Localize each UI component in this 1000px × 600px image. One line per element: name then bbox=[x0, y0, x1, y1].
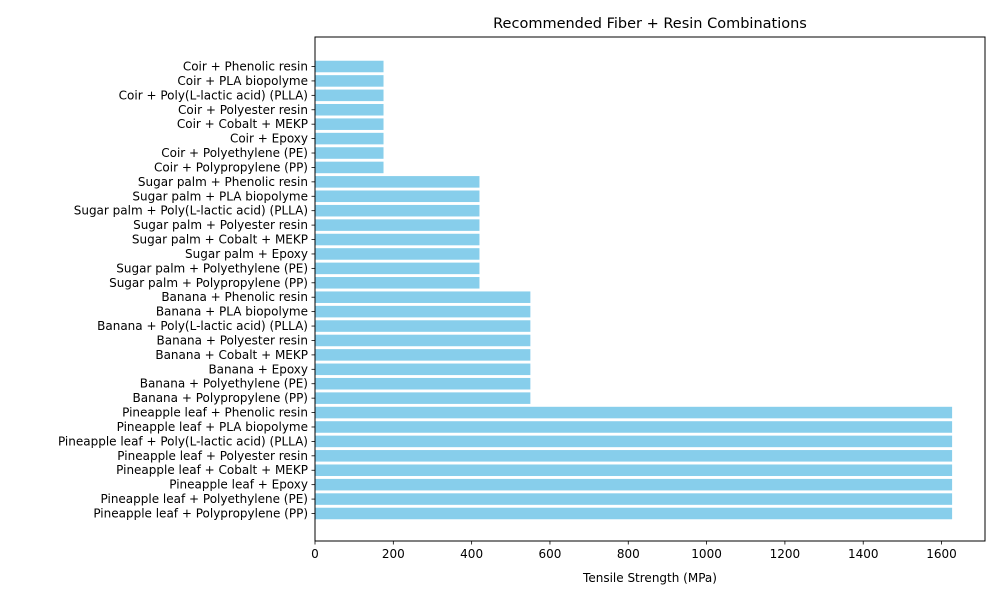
y-tick-label: Sugar palm + PLA biopolyme bbox=[132, 189, 308, 203]
bar bbox=[315, 478, 953, 491]
y-tick-label: Pineapple leaf + Polyethylene (PE) bbox=[101, 492, 308, 506]
bar bbox=[315, 103, 384, 116]
bar bbox=[315, 305, 531, 318]
x-tick-label: 1600 bbox=[926, 547, 957, 561]
y-tick-label: Pineapple leaf + Polyester resin bbox=[117, 449, 308, 463]
y-tick-label: Pineapple leaf + Polypropylene (PP) bbox=[93, 507, 308, 521]
bar bbox=[315, 132, 384, 145]
bars-layer bbox=[315, 60, 953, 520]
y-tick-label: Banana + Polypropylene (PP) bbox=[133, 391, 308, 405]
y-tick-label: Sugar palm + Polypropylene (PP) bbox=[109, 276, 308, 290]
y-tick-label: Banana + Polyethylene (PE) bbox=[140, 377, 308, 391]
bar bbox=[315, 406, 953, 419]
y-tick-label: Sugar palm + Cobalt + MEKP bbox=[132, 233, 308, 247]
x-tick-label: 600 bbox=[538, 547, 561, 561]
plot-frame bbox=[314, 36, 986, 542]
y-tick-label: Sugar palm + Epoxy bbox=[185, 247, 308, 261]
bar bbox=[315, 334, 531, 347]
x-tick-label: 1400 bbox=[848, 547, 879, 561]
bar bbox=[315, 161, 384, 174]
bar bbox=[315, 147, 384, 159]
bar bbox=[315, 262, 480, 275]
y-tick-label: Pineapple leaf + Epoxy bbox=[169, 478, 308, 492]
bar bbox=[315, 349, 531, 361]
bar bbox=[315, 248, 480, 260]
y-tick-label: Coir + PLA biopolyme bbox=[177, 74, 308, 88]
bar bbox=[315, 291, 531, 303]
bar bbox=[315, 320, 531, 332]
bar bbox=[315, 421, 953, 433]
bar bbox=[315, 450, 953, 462]
bar bbox=[315, 75, 384, 87]
bar bbox=[315, 219, 480, 231]
y-tick-label: Coir + Phenolic resin bbox=[183, 60, 308, 74]
y-tick-label: Sugar palm + Phenolic resin bbox=[138, 175, 308, 189]
x-axis-title: Tensile Strength (MPa) bbox=[582, 571, 717, 585]
y-tick-label: Banana + Phenolic resin bbox=[161, 290, 308, 304]
y-tick-label: Coir + Polyethylene (PE) bbox=[161, 146, 308, 160]
bar bbox=[315, 464, 953, 477]
bar bbox=[315, 89, 384, 102]
y-tick-label: Coir + Polypropylene (PP) bbox=[154, 160, 308, 174]
y-tick-label: Pineapple leaf + PLA biopolyme bbox=[117, 420, 308, 434]
y-tick-label: Banana + PLA biopolyme bbox=[156, 305, 308, 319]
bar bbox=[315, 507, 953, 520]
bar bbox=[315, 277, 480, 289]
bar bbox=[315, 190, 480, 203]
y-tick-label: Banana + Cobalt + MEKP bbox=[155, 348, 308, 362]
y-tick-label: Coir + Epoxy bbox=[230, 132, 308, 146]
bar bbox=[315, 204, 480, 217]
y-tick-label: Pineapple leaf + Phenolic resin bbox=[122, 406, 308, 420]
y-axis: Pineapple leaf + Polypropylene (PP)Pinea… bbox=[58, 60, 315, 521]
bar bbox=[315, 233, 480, 246]
bar bbox=[315, 60, 384, 73]
y-tick-label: Banana + Polyester resin bbox=[157, 333, 309, 347]
bar bbox=[315, 176, 480, 188]
bar bbox=[315, 377, 531, 390]
x-tick-label: 800 bbox=[617, 547, 640, 561]
bar bbox=[315, 392, 531, 404]
y-tick-label: Pineapple leaf + Poly(L-lactic acid) (PL… bbox=[58, 434, 308, 448]
y-tick-label: Banana + Epoxy bbox=[208, 362, 308, 376]
x-tick-label: 1200 bbox=[770, 547, 801, 561]
chart-title: Recommended Fiber + Resin Combinations bbox=[493, 16, 807, 32]
bar bbox=[315, 118, 384, 130]
y-tick-label: Coir + Cobalt + MEKP bbox=[177, 117, 308, 131]
x-tick-label: 1000 bbox=[691, 547, 722, 561]
y-tick-label: Banana + Poly(L-lactic acid) (PLLA) bbox=[97, 319, 308, 333]
y-tick-label: Pineapple leaf + Cobalt + MEKP bbox=[116, 463, 308, 477]
y-tick-label: Sugar palm + Polyethylene (PE) bbox=[116, 261, 308, 275]
bar bbox=[315, 363, 531, 376]
y-tick-label: Sugar palm + Polyester resin bbox=[133, 218, 308, 232]
x-axis: 0 200 400 600 800 1000 1200 1400 1600 bbox=[311, 541, 957, 561]
y-tick-label: Coir + Poly(L-lactic acid) (PLLA) bbox=[119, 88, 308, 102]
y-tick-label: Sugar palm + Poly(L-lactic acid) (PLLA) bbox=[74, 204, 308, 218]
bar bbox=[315, 435, 953, 448]
x-tick-label: 0 bbox=[311, 547, 319, 561]
bar bbox=[315, 493, 953, 505]
y-tick-label: Coir + Polyester resin bbox=[178, 103, 308, 117]
x-tick-label: 400 bbox=[460, 547, 483, 561]
x-tick-label: 200 bbox=[382, 547, 405, 561]
